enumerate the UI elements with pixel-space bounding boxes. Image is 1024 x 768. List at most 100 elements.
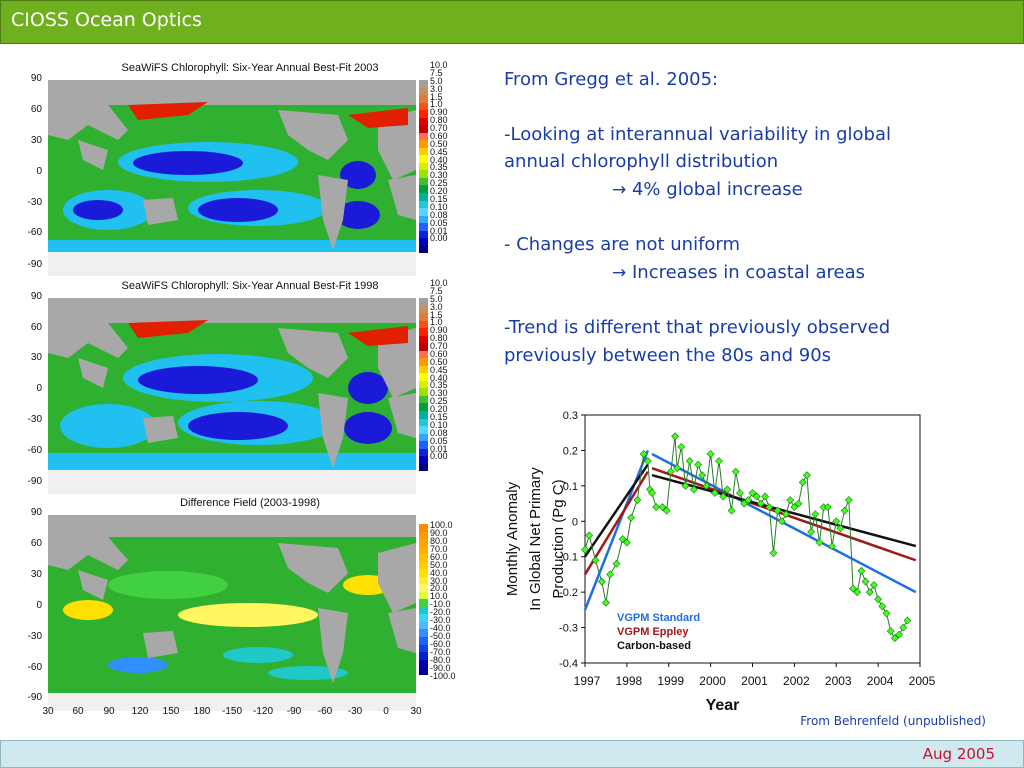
colorbar-swatch [419,177,428,186]
colorbar-tick-label: 0.35 [430,162,448,173]
map-1998-title: SeaWiFS Chlorophyll: Six-Year Annual Bes… [121,280,379,292]
lon-label: -30 [347,706,363,717]
colorbar-swatch [419,388,428,396]
lon-label: -90 [286,706,302,717]
data-point [752,492,761,501]
colorbar-swatch [419,584,428,592]
data-point [899,623,908,632]
data-point [702,481,711,490]
credit-note: From Behrenfeld (unpublished) [800,714,986,728]
colorbar-tick-label: 7.5 [430,67,443,78]
colorbar-swatch [419,546,428,555]
colorbar-tick-label: -10.0 [430,599,451,610]
data-point [790,503,799,512]
data-point [652,503,661,512]
y-axis-label: In Global Net Primary [527,467,544,611]
lat-label: -30 [27,414,42,425]
lat-label: 30 [30,135,42,146]
colorbar-tick-label: -100.0 [430,670,456,681]
data-point [618,535,627,543]
y-tick-label: -0.3 [559,623,578,635]
colorbar-tick-label: 0.05 [430,435,448,446]
map-1998-image [48,298,416,494]
lat-label: 60 [30,104,42,115]
data-point [769,549,778,558]
colorbar-tick-label: 1.0 [430,99,443,110]
data-point [698,471,707,480]
data-point [662,506,671,515]
footer-bar: Aug 2005 [0,740,1024,768]
colorbar-tick-label: 0.90 [430,325,448,336]
colorbar-swatch [419,441,428,449]
colorbar-swatch [419,576,428,585]
colorbar-tick-label: 0.08 [430,427,448,438]
data-point [815,538,824,547]
colorbar-tick-label: -50.0 [430,631,451,642]
colorbar-swatch [419,298,428,306]
colorbar-tick-label: 0.15 [430,412,448,422]
colorbar-swatch [419,147,428,156]
lat-label: 90 [30,73,42,84]
data-point [689,485,698,494]
colorbar-swatch [419,335,428,344]
data-point [807,527,816,536]
data-point [585,531,594,540]
lat-label: -30 [27,631,42,642]
map-2003-title: SeaWiFS Chlorophyll: Six-Year Annual Bes… [121,62,379,74]
colorbar-tick-label: 0.25 [430,396,448,407]
data-point [777,517,786,526]
colorbar-swatch [419,358,428,366]
colorbar-tick-label: 0.45 [430,364,448,375]
footer-date: Aug 2005 [922,745,995,763]
x-tick-label: 1997 [574,674,601,688]
lon-label: 0 [383,706,389,717]
data-point [719,492,728,501]
lon-label: 180 [193,706,211,717]
colorbar-tick-label: 80.0 [430,535,448,546]
data-point [811,510,820,519]
data-point [658,503,667,512]
colorbar-tick-label: 0.70 [430,123,448,134]
colorbar-tick-label: 0.90 [430,107,448,118]
colorbar-swatch [419,320,428,329]
lat-label: 90 [30,507,42,518]
colorbar-swatch [419,313,428,321]
data-point [849,584,857,593]
y-tick-label: 0.3 [563,410,578,422]
colorbar-tick-label: 0.40 [430,154,448,165]
data-point [840,506,849,515]
bullet-trend: -Trend is different that previously obse… [504,317,891,366]
colorbar-tick-label: 40.0 [430,567,448,578]
data-point [731,467,740,476]
data-point [903,616,912,625]
data-point [706,450,715,458]
data-point [844,496,853,504]
data-point [857,566,866,575]
npp-anomaly-chart: 0.3 0.2 0.1 0 -0.1 -0.2 -0.3 -0.4 1997 1998 1999 20… [504,410,935,714]
data-point [639,450,648,458]
colorbar-tick-label: -60.0 [430,639,451,650]
colorbar-tick-label: 50.0 [430,559,448,570]
colorbar-tick-label: 3.0 [430,301,443,312]
data-point [648,489,656,497]
data-point [773,506,782,515]
data-point [591,556,600,565]
colorbar-swatch [419,305,428,314]
colorbar-swatch [419,569,428,577]
data-point [878,602,887,611]
lat-label: 30 [30,352,42,363]
trend-line [651,474,917,548]
colorbar-swatch [419,614,428,622]
colorbar-swatch [419,208,428,216]
colorbar-tick-label: 0.05 [430,217,448,228]
lon-label: 120 [131,706,149,717]
colorbar-swatch [419,230,428,239]
data-point [671,432,679,441]
colorbar-swatch [419,448,428,457]
colorbar-swatch [419,659,428,668]
colorbar-tick-label: 20.0 [430,583,448,594]
data-point [685,457,694,465]
colorbar-swatch [419,365,428,374]
data-point [761,492,769,501]
map-1998-panel: SeaWiFS Chlorophyll: Six-Year Annual Bes… [0,280,470,505]
